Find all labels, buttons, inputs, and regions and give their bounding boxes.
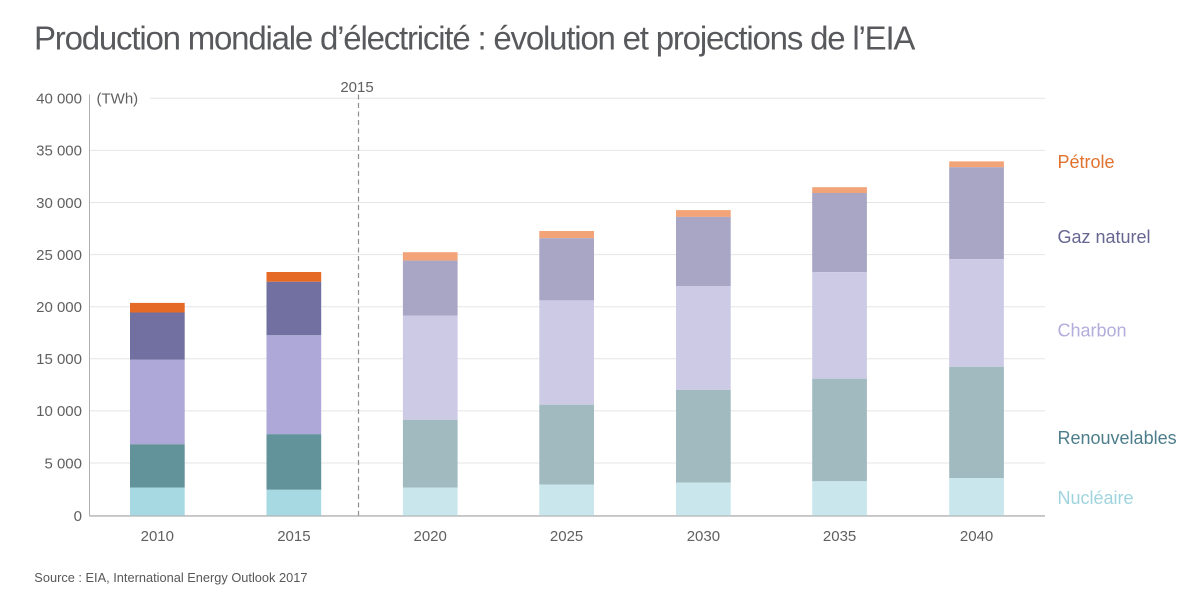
svg-text:40 000: 40 000: [36, 91, 82, 108]
svg-text:2015: 2015: [277, 528, 310, 545]
svg-text:2010: 2010: [141, 528, 174, 545]
svg-text:Pétrole: Pétrole: [1058, 152, 1115, 172]
svg-text:2025: 2025: [550, 528, 583, 545]
svg-text:2020: 2020: [414, 528, 447, 545]
svg-text:(TWh): (TWh): [97, 91, 139, 108]
svg-text:2015: 2015: [340, 79, 373, 96]
svg-text:Renouvelables: Renouvelables: [1058, 428, 1177, 448]
svg-text:2040: 2040: [960, 528, 993, 545]
svg-text:Charbon: Charbon: [1058, 321, 1127, 341]
svg-text:30 000: 30 000: [36, 195, 82, 212]
svg-text:15 000: 15 000: [36, 351, 82, 368]
svg-text:10 000: 10 000: [36, 403, 82, 420]
svg-text:Gaz naturel: Gaz naturel: [1058, 227, 1151, 247]
svg-text:20 000: 20 000: [36, 299, 82, 316]
svg-text:2030: 2030: [687, 528, 720, 545]
svg-text:Nucléaire: Nucléaire: [1058, 488, 1134, 508]
svg-text:Production mondiale d’électric: Production mondiale d’électricité : évol…: [34, 20, 915, 57]
svg-text:35 000: 35 000: [36, 143, 82, 160]
svg-text:2035: 2035: [823, 528, 856, 545]
svg-text:Source : EIA, International En: Source : EIA, International Energy Outlo…: [34, 570, 307, 585]
svg-text:0: 0: [74, 508, 82, 525]
svg-text:25 000: 25 000: [36, 247, 82, 264]
svg-text:5 000: 5 000: [44, 455, 82, 472]
